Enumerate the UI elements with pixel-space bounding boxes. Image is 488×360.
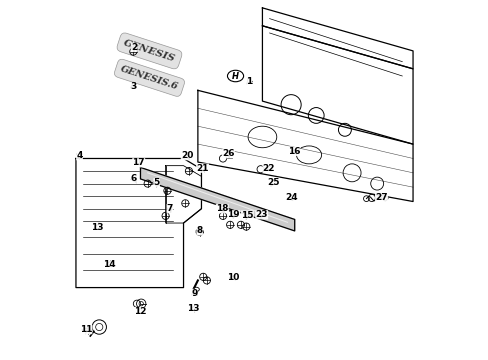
Text: 5: 5: [153, 178, 160, 187]
Text: GENESIS: GENESIS: [122, 38, 176, 63]
Text: H: H: [232, 72, 239, 81]
Text: 22: 22: [262, 164, 275, 173]
Text: 8: 8: [196, 226, 203, 235]
Polygon shape: [262, 26, 412, 144]
Polygon shape: [76, 158, 201, 288]
Text: 23: 23: [255, 210, 267, 219]
Text: 2: 2: [131, 43, 137, 52]
Text: 12: 12: [134, 307, 146, 316]
Text: 4: 4: [76, 151, 82, 160]
Text: 7: 7: [166, 204, 173, 213]
Text: 15: 15: [241, 211, 253, 220]
Text: 27: 27: [374, 193, 387, 202]
Text: 26: 26: [222, 149, 234, 158]
Text: 24: 24: [284, 193, 297, 202]
Text: 3: 3: [130, 82, 136, 91]
Text: GENESIS.6: GENESIS.6: [119, 64, 179, 91]
Text: 13: 13: [187, 303, 200, 312]
Text: 17: 17: [132, 158, 145, 167]
Polygon shape: [140, 167, 294, 231]
Text: 10: 10: [226, 273, 239, 282]
Text: 19: 19: [227, 210, 240, 219]
Text: 18: 18: [216, 204, 228, 213]
Text: 25: 25: [266, 178, 279, 187]
Text: 1: 1: [245, 77, 251, 86]
Polygon shape: [262, 8, 412, 69]
Text: 13: 13: [91, 223, 103, 232]
Text: 16: 16: [287, 147, 300, 156]
Text: 14: 14: [102, 261, 115, 270]
Text: 21: 21: [196, 164, 208, 173]
Text: 9: 9: [191, 289, 197, 298]
Polygon shape: [198, 90, 412, 202]
Text: 6: 6: [131, 175, 137, 184]
Text: 11: 11: [80, 325, 92, 334]
Text: 20: 20: [181, 151, 193, 160]
